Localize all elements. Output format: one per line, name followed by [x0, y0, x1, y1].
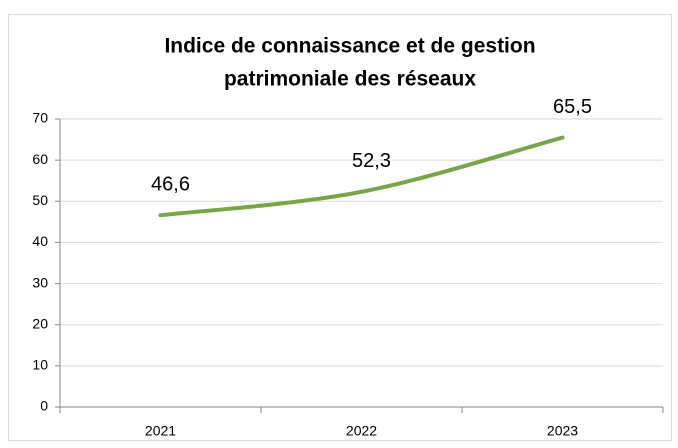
y-tick-label: 20 — [32, 315, 48, 331]
chart-title: patrimoniale des réseaux — [224, 68, 476, 91]
y-tick-label: 10 — [32, 357, 48, 373]
x-tick-label: 2022 — [346, 423, 377, 439]
x-tick-label: 2023 — [547, 423, 578, 439]
data-label: 46,6 — [151, 174, 190, 196]
y-tick-label: 40 — [32, 233, 48, 249]
data-label: 65,5 — [553, 96, 592, 118]
y-tick-label: 60 — [32, 151, 48, 167]
chart-title: Indice de connaissance et de gestion — [164, 35, 535, 58]
y-tick-label: 30 — [32, 274, 48, 290]
x-tick-label: 2021 — [145, 423, 176, 439]
y-tick-label: 70 — [32, 110, 48, 126]
line-series — [158, 135, 565, 218]
data-label: 52,3 — [352, 150, 391, 172]
y-tick-label: 50 — [32, 192, 48, 208]
y-tick-label: 0 — [40, 398, 48, 414]
chart-border — [8, 14, 672, 441]
